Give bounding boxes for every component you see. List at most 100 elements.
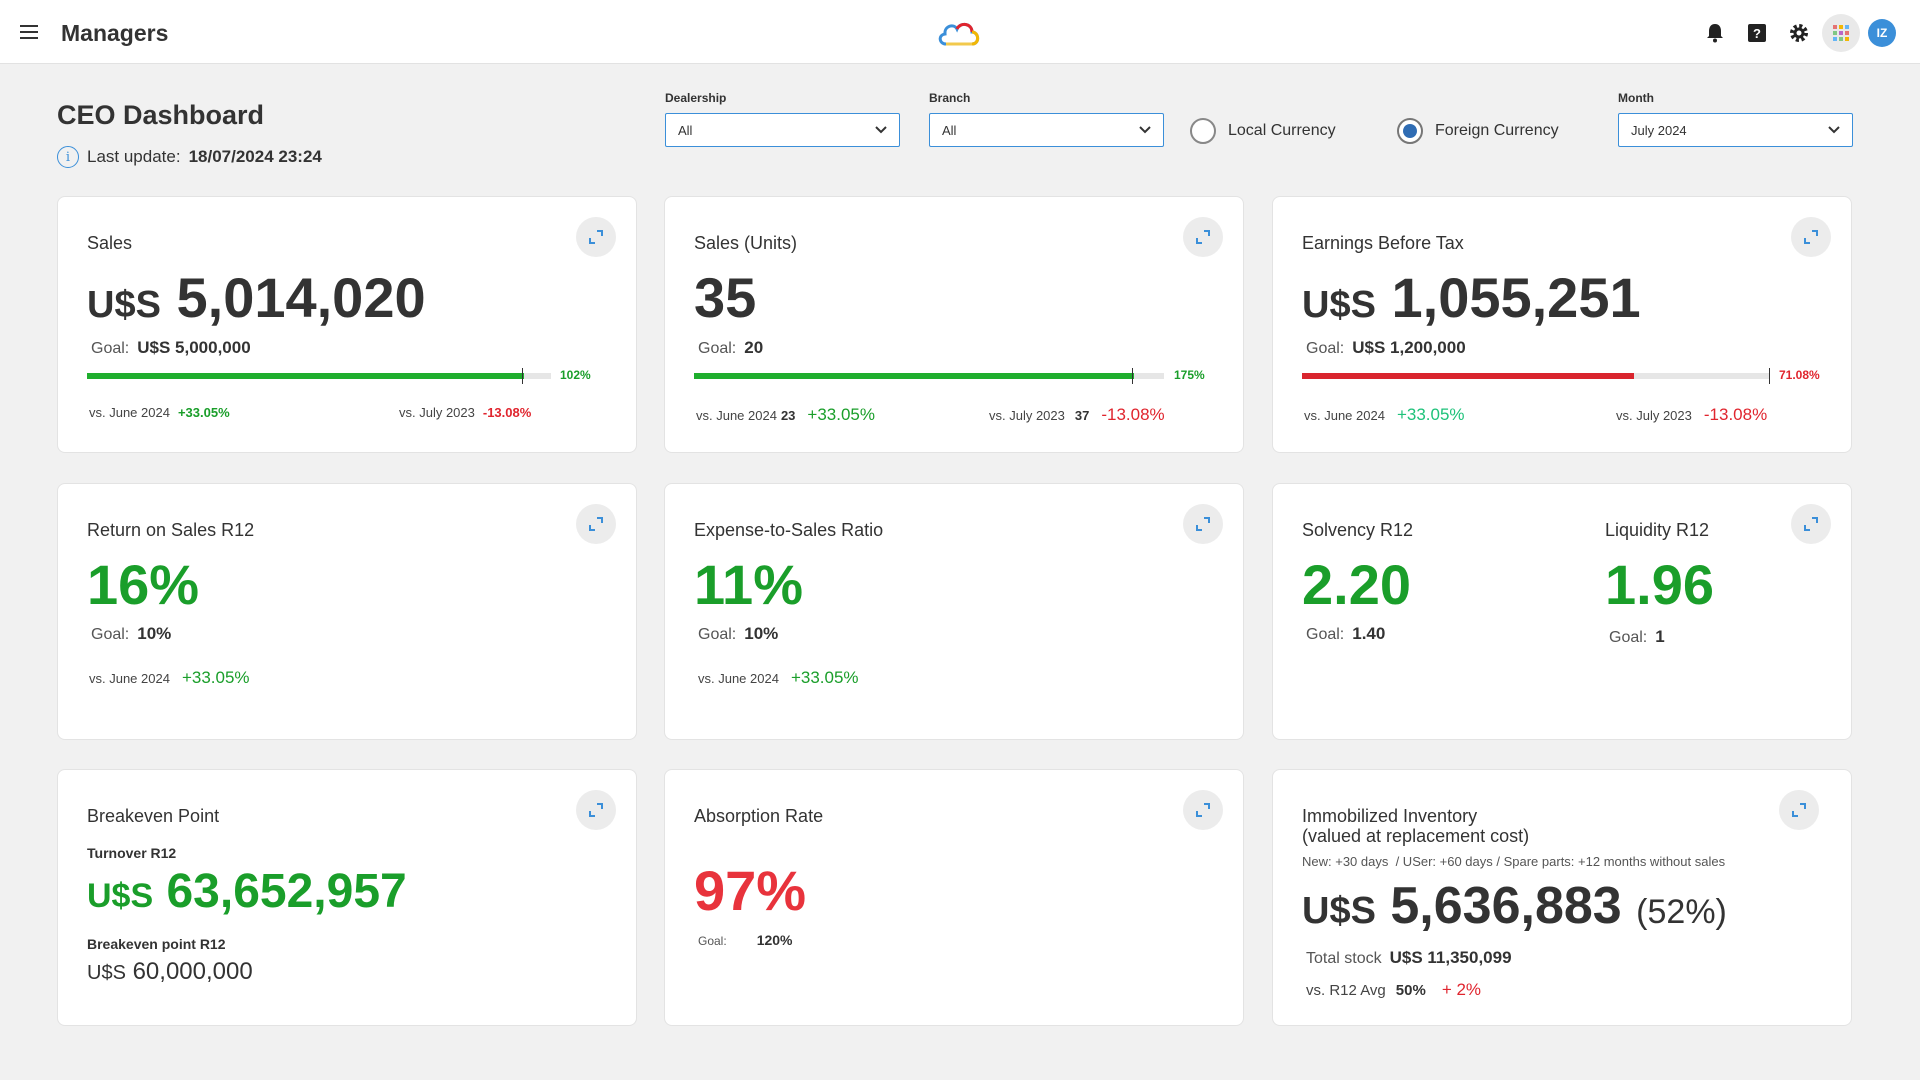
gear-icon[interactable] bbox=[1780, 14, 1818, 52]
comparison-prev-month: vs. June 2024 +33.05% bbox=[89, 668, 250, 688]
dealership-select[interactable]: All bbox=[665, 113, 900, 147]
units-value: 35 bbox=[694, 266, 757, 329]
expand-button[interactable] bbox=[1791, 217, 1831, 257]
inventory-note: New: +30 days / USer: +60 days / Spare p… bbox=[1302, 854, 1726, 869]
total-stock: Total stock U$S 11,350,099 bbox=[1306, 948, 1512, 968]
svg-text:?: ? bbox=[1753, 26, 1761, 41]
inventory-title: Immobilized Inventory bbox=[1302, 806, 1478, 826]
progress-bar: 71.08% bbox=[1302, 368, 1820, 384]
expense-to-sales-card: Expense-to-Sales Ratio 11% Goal: 10% vs. … bbox=[664, 483, 1244, 740]
local-currency-radio[interactable]: Local Currency bbox=[1190, 118, 1336, 144]
branch-value: All bbox=[942, 122, 957, 138]
comparison-prev-year: vs. July 2023 -13.08% bbox=[1616, 405, 1767, 425]
goal-marker bbox=[522, 368, 523, 384]
last-update: i Last update: 18/07/2024 23:24 bbox=[57, 146, 322, 168]
total-stock-label: Total stock bbox=[1306, 950, 1382, 967]
sales-amount: 5,014,020 bbox=[176, 266, 426, 329]
radio-unchecked-icon bbox=[1190, 118, 1216, 144]
comparison-label: vs. June 2024 bbox=[698, 671, 779, 686]
earnings-before-tax-card: Earnings Before Tax U$S 1,055,251 Goal: U… bbox=[1272, 196, 1852, 453]
ebt-amount: 1,055,251 bbox=[1391, 266, 1641, 329]
goal-label: Goal: bbox=[698, 626, 737, 643]
total-stock-value: U$S 11,350,099 bbox=[1389, 948, 1512, 967]
progress-bar: 102% bbox=[87, 368, 591, 384]
comparison-number: 23 bbox=[780, 408, 796, 423]
breakeven-label: Breakeven point R12 bbox=[87, 936, 226, 952]
comparison-number: 37 bbox=[1074, 408, 1090, 423]
comparison-prev-month: vs. June 2024 +33.05% bbox=[698, 668, 859, 688]
goal: Goal: 20 bbox=[698, 338, 763, 358]
comparison-value: +33.05% bbox=[807, 405, 876, 424]
chevron-down-icon bbox=[1828, 126, 1840, 134]
expand-icon bbox=[589, 803, 603, 817]
sales-card: Sales U$S 5,014,020 Goal: U$S 5,000,000 1… bbox=[57, 196, 637, 453]
comparison-value: +33.05% bbox=[1396, 405, 1465, 424]
expand-button[interactable] bbox=[576, 504, 616, 544]
branch-label: Branch bbox=[929, 91, 971, 105]
menu-icon[interactable] bbox=[20, 22, 42, 42]
goal-label: Goal: bbox=[91, 626, 130, 643]
ros-value: 16% bbox=[87, 553, 200, 616]
goal-label: Goal: bbox=[91, 340, 130, 357]
top-bar: Managers ? IZ bbox=[0, 0, 1920, 64]
dealership-label: Dealership bbox=[665, 91, 727, 105]
goal-marker bbox=[1769, 368, 1770, 384]
breakeven-card: Breakeven Point Turnover R12 U$S 63,652,… bbox=[57, 769, 637, 1026]
inventory-percent: (52%) bbox=[1636, 893, 1727, 931]
goal: Goal: U$S 1,200,000 bbox=[1306, 338, 1466, 358]
progress-fill bbox=[87, 373, 524, 379]
month-label: Month bbox=[1618, 91, 1654, 105]
branch-filter: Branch All bbox=[929, 91, 1164, 147]
expand-button[interactable] bbox=[1183, 504, 1223, 544]
solvency-title: Solvency R12 bbox=[1302, 520, 1414, 540]
comparison-label: vs. July 2023 bbox=[399, 405, 475, 420]
currency-symbol: U$S bbox=[87, 284, 161, 326]
currency-symbol: U$S bbox=[1302, 284, 1376, 326]
bell-icon[interactable] bbox=[1696, 14, 1734, 52]
sales-value: U$S 5,014,020 bbox=[87, 265, 426, 330]
goal-value: 20 bbox=[744, 338, 764, 357]
expand-button[interactable] bbox=[576, 790, 616, 830]
comparison-value: -13.08% bbox=[482, 405, 532, 420]
help-icon[interactable]: ? bbox=[1738, 14, 1776, 52]
foreign-currency-radio[interactable]: Foreign Currency bbox=[1397, 118, 1559, 144]
expand-button[interactable] bbox=[1183, 790, 1223, 830]
liquidity-value: 1.96 bbox=[1605, 553, 1714, 616]
expand-icon bbox=[1804, 230, 1818, 244]
expand-button[interactable] bbox=[1183, 217, 1223, 257]
goal-value: U$S 5,000,000 bbox=[137, 338, 251, 357]
r12-average-comparison: vs. R12 Avg 50% + 2% bbox=[1306, 980, 1481, 1000]
comparison-prev-year: vs. July 2023 -13.08% bbox=[399, 405, 531, 420]
chevron-down-icon bbox=[875, 126, 887, 134]
month-filter: Month July 2024 bbox=[1618, 91, 1853, 147]
card-title: Return on Sales R12 bbox=[87, 520, 255, 540]
expand-icon bbox=[589, 517, 603, 531]
branch-select[interactable]: All bbox=[929, 113, 1164, 147]
comparison-prev-month: vs. June 2024 23 +33.05% bbox=[696, 405, 875, 425]
comparison-label: vs. June 2024 bbox=[1304, 408, 1385, 423]
expand-icon bbox=[1196, 517, 1210, 531]
card-title: Immobilized Inventory (valued at replace… bbox=[1302, 806, 1529, 846]
absorption-value: 97% bbox=[694, 859, 807, 922]
r12-avg-delta: + 2% bbox=[1441, 980, 1482, 999]
card-title: Breakeven Point bbox=[87, 806, 220, 826]
card-title: Expense-to-Sales Ratio bbox=[694, 520, 884, 540]
goal-value: 120% bbox=[756, 932, 793, 948]
last-update-value: 18/07/2024 23:24 bbox=[188, 147, 322, 166]
comparison-value: +33.05% bbox=[177, 405, 230, 420]
expand-button[interactable] bbox=[1791, 504, 1831, 544]
expand-button[interactable] bbox=[576, 217, 616, 257]
apps-icon[interactable] bbox=[1822, 14, 1860, 52]
chevron-down-icon bbox=[1139, 126, 1151, 134]
expand-button[interactable] bbox=[1779, 790, 1819, 830]
r12-avg-label: vs. R12 Avg bbox=[1306, 982, 1386, 999]
page-title: CEO Dashboard bbox=[57, 100, 265, 130]
comparison-label: vs. June 2024 bbox=[696, 408, 777, 423]
month-select[interactable]: July 2024 bbox=[1618, 113, 1853, 147]
inventory-amount: 5,636,883 bbox=[1390, 877, 1622, 935]
goal-value: 10% bbox=[137, 624, 172, 643]
goal: Goal: U$S 5,000,000 bbox=[91, 338, 251, 358]
expand-icon bbox=[1196, 230, 1210, 244]
solvency-goal: Goal: 1.40 bbox=[1306, 624, 1385, 644]
user-avatar[interactable]: IZ bbox=[1868, 19, 1896, 47]
